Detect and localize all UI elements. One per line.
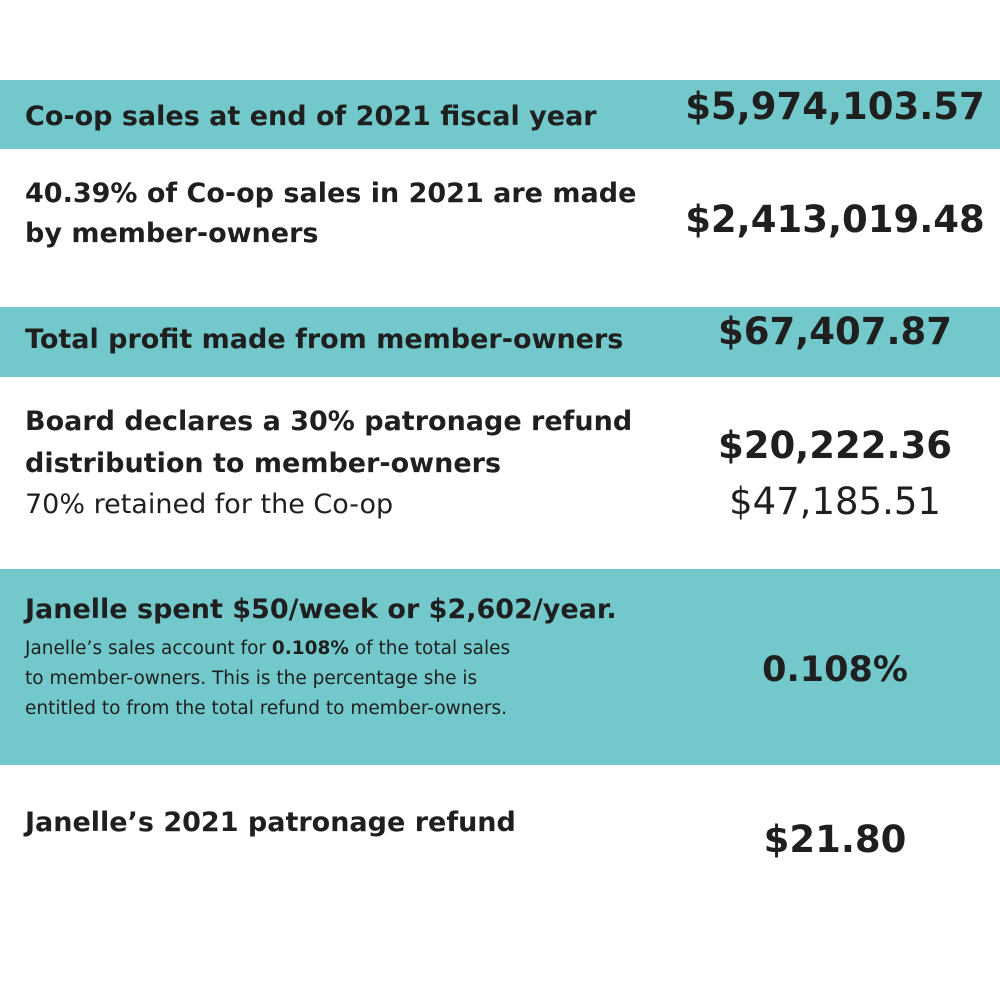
janelle-share-value: 0.108% (762, 650, 908, 690)
member-sales-value: $2,413,019.48 (685, 198, 985, 241)
refund-declared-label-line2: distribution to member-owners (25, 448, 502, 479)
row-refund-declared: Board declares a 30% patronage refund di… (0, 377, 1000, 569)
member-sales-label-line1: 40.39% of Co-op sales in 2021 are made (25, 178, 637, 209)
janelle-refund-value: $21.80 (763, 818, 907, 861)
row-sales-total: Co-op sales at end of 2021 fiscal year $… (0, 80, 1000, 149)
row-member-sales: 40.39% of Co-op sales in 2021 are made b… (0, 149, 1000, 307)
janelle-note-highlight: 0.108% (271, 638, 349, 659)
member-sales-label-line2: by member-owners (25, 218, 319, 249)
janelle-note-line1: Janelle’s sales account for 0.108% of th… (25, 634, 665, 664)
retained-label: 70% retained for the Co-op (25, 489, 394, 520)
member-profit-value: $67,407.87 (717, 310, 953, 353)
janelle-note-line2: to member-owners. This is the percentage… (25, 668, 478, 689)
janelle-spend-label: Janelle spent $50/week or $2,602/year. (25, 594, 617, 625)
row-janelle-refund: Janelle’s 2021 patronage refund $21.80 (0, 765, 1000, 915)
janelle-note-line3: entitled to from the total refund to mem… (25, 698, 508, 719)
member-profit-label: Total profit made from member-owners (25, 324, 624, 355)
sales-total-label: Co-op sales at end of 2021 fiscal year (25, 101, 597, 132)
row-janelle-spend: Janelle spent $50/week or $2,602/year. J… (0, 569, 1000, 765)
refund-declared-label-line1: Board declares a 30% patronage refund (25, 406, 633, 437)
refund-declared-value: $20,222.36 (717, 424, 953, 467)
janelle-refund-label: Janelle’s 2021 patronage refund (25, 807, 516, 838)
janelle-note-suffix: of the total sales (348, 638, 511, 659)
retained-value: $47,185.51 (729, 480, 941, 523)
janelle-note-prefix: Janelle’s sales account for (25, 638, 272, 659)
row-member-profit: Total profit made from member-owners $67… (0, 307, 1000, 377)
sales-total-value: $5,974,103.57 (685, 85, 985, 128)
